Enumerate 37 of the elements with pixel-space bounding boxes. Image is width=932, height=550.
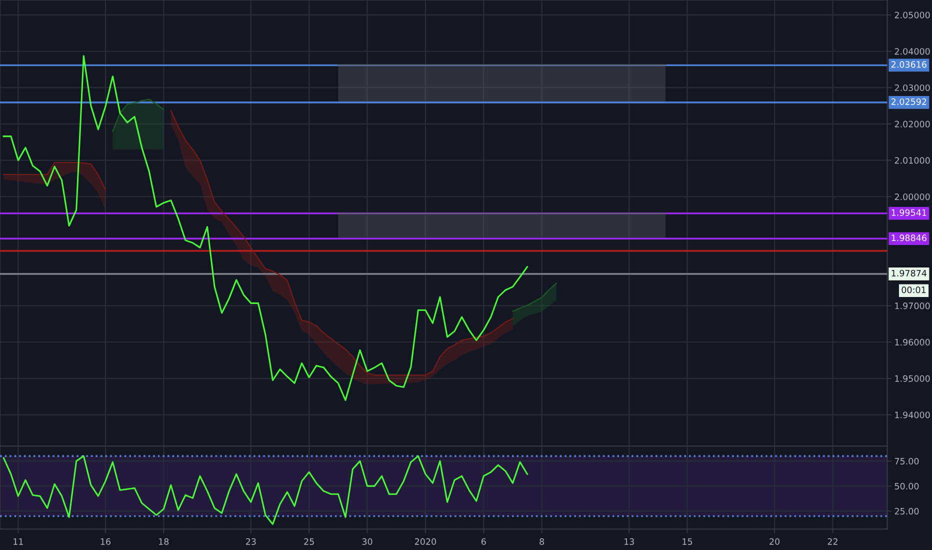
y-tick-label: 1.97000 bbox=[895, 302, 930, 310]
x-tick-label: 2020 bbox=[414, 538, 436, 545]
x-tick-label: 22 bbox=[828, 538, 838, 545]
ref-line-label: 1.99541 bbox=[892, 209, 926, 216]
x-tick-label: 23 bbox=[246, 538, 256, 545]
y-tick-label: 2.05000 bbox=[894, 12, 930, 18]
line-series bbox=[3, 162, 106, 190]
y-tick-label: 1.96000 bbox=[895, 338, 930, 346]
line-series bbox=[2, 455, 528, 525]
text: 00:01 bbox=[902, 286, 926, 294]
ref-line-label: 2.02592 bbox=[891, 98, 926, 105]
y-tick-label: 2.03000 bbox=[894, 84, 930, 92]
x-tick-label: 13 bbox=[624, 538, 634, 545]
y-tick-label: 2.01000 bbox=[894, 157, 930, 164]
x-tick-label: 18 bbox=[159, 538, 169, 545]
y-tick-label: 1.95000 bbox=[895, 375, 930, 382]
x-tick-label: 6 bbox=[481, 538, 486, 545]
x-tick-label: 16 bbox=[100, 538, 110, 545]
y-tick-label: 2.02000 bbox=[894, 120, 930, 128]
x-tick-label: 11 bbox=[14, 538, 23, 545]
ref-line-label: 2.03616 bbox=[891, 61, 926, 68]
ref-line-label: 1.97874 bbox=[892, 270, 927, 276]
y-tick-label: 25.00 bbox=[894, 508, 919, 515]
line-series bbox=[512, 282, 557, 312]
x-tick-label: 25 bbox=[304, 538, 314, 545]
line-series bbox=[2, 55, 528, 402]
line-series bbox=[112, 98, 164, 132]
y-tick-label: 75.00 bbox=[894, 458, 919, 465]
y-tick-label: 2.00000 bbox=[894, 194, 930, 200]
y-tick-label: 2.04000 bbox=[894, 48, 930, 55]
x-tick-label: 20 bbox=[770, 538, 780, 545]
x-tick-label: 30 bbox=[362, 538, 372, 545]
ref-line-label: 1.98846 bbox=[892, 234, 926, 242]
x-tick-label: 15 bbox=[682, 538, 692, 545]
y-tick-label: 1.94000 bbox=[895, 412, 930, 418]
x-tick-label: 8 bbox=[540, 538, 544, 545]
y-tick-label: 50.00 bbox=[894, 482, 919, 490]
